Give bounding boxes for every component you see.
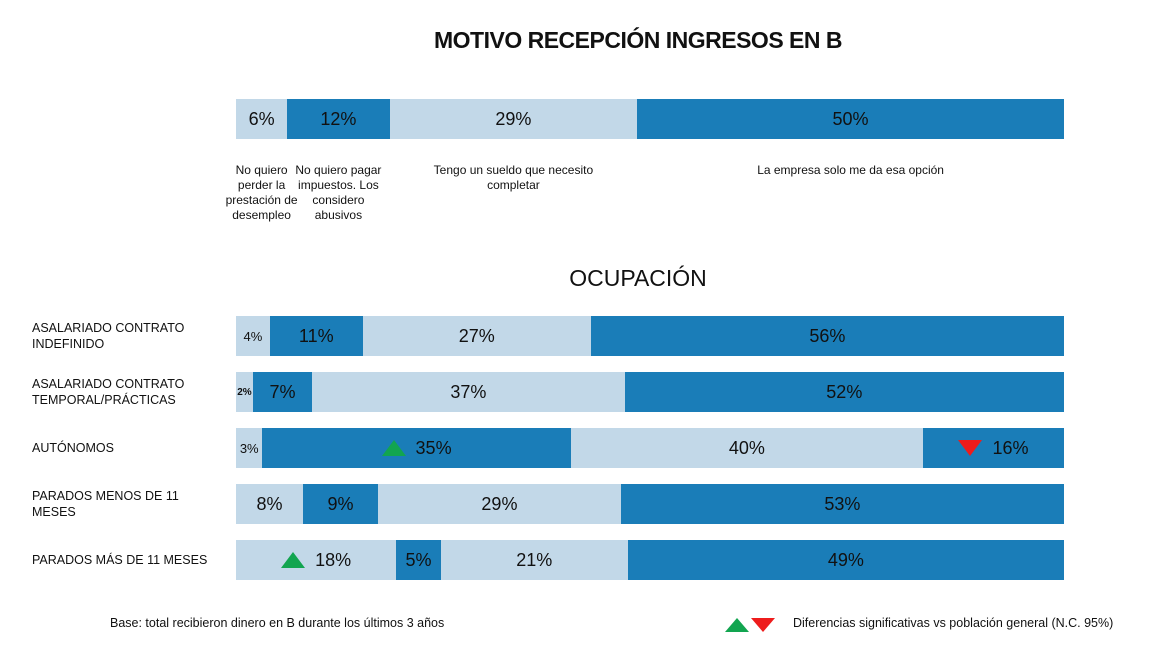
- bar-segment: 35%: [262, 428, 571, 468]
- bar-segment: 40%: [570, 428, 924, 468]
- significance-legend: Diferencias significativas vs población …: [793, 616, 1114, 630]
- arrow-up-icon: [281, 552, 306, 568]
- stacked-bar: 6% 12% 29% 50%: [236, 99, 1064, 139]
- stacked-bar: 8% 9% 29% 53%: [236, 484, 1064, 524]
- chart-title-ocupacion: OCUPACIÓN: [569, 265, 707, 291]
- stacked-bar: 3% 35% 40% 16%: [236, 428, 1064, 468]
- bar-segment: 8%: [236, 484, 303, 524]
- data-label: 49%: [827, 549, 864, 570]
- data-label: 2%: [237, 386, 252, 398]
- bar-segment: 18%: [236, 540, 397, 580]
- bar-segment: 7%: [252, 372, 313, 412]
- bar-segment: 3%: [236, 428, 263, 468]
- stacked-bar: 2% 7% 37% 52%: [236, 372, 1064, 412]
- bar-segment: 29%: [378, 484, 621, 524]
- bar-segment: 52%: [624, 372, 1064, 412]
- bar-segment: 53%: [620, 484, 1064, 524]
- data-label: 50%: [832, 108, 869, 129]
- data-label: 7%: [269, 381, 296, 402]
- arrow-up-icon: [381, 440, 406, 456]
- stacked-bar: 4% 11% 27% 56%: [236, 316, 1064, 356]
- bar-segment: 9%: [302, 484, 379, 524]
- data-label: 18%: [315, 549, 352, 570]
- data-label: 4%: [243, 328, 263, 344]
- stacked-bar: 18% 5% 21% 49%: [236, 540, 1064, 580]
- category-label: No quiero pagar impuestos. Los considero…: [295, 163, 382, 222]
- bar-segment: 27%: [362, 316, 591, 356]
- data-label: 29%: [495, 108, 532, 129]
- row-label: ASALARIADO CONTRATO INDEFINIDO: [32, 321, 185, 351]
- data-label: 3%: [239, 440, 259, 456]
- data-label: 37%: [450, 381, 487, 402]
- bar-segment: 21%: [440, 540, 628, 580]
- data-label: 16%: [992, 437, 1029, 458]
- bar-segment: 2%: [236, 372, 253, 412]
- data-label: 40%: [728, 437, 765, 458]
- bar-segment: 16%: [923, 428, 1064, 468]
- row-label: ASALARIADO CONTRATO TEMPORAL/PRÁCTICAS: [32, 377, 185, 407]
- row-label: PARADOS MENOS DE 11 MESES: [32, 489, 179, 519]
- arrow-down-icon: [958, 440, 983, 456]
- row-label: PARADOS MÁS DE 11 MESES: [32, 553, 208, 567]
- bar-segment: 50%: [637, 99, 1064, 139]
- data-label: 56%: [809, 325, 846, 346]
- base-note: Base: total recibieron dinero en B duran…: [110, 616, 445, 630]
- data-label: 53%: [824, 493, 861, 514]
- row-label: AUTÓNOMOS: [32, 441, 114, 455]
- data-label: 52%: [826, 381, 863, 402]
- data-label: 9%: [327, 493, 354, 514]
- chart-title-motivo: MOTIVO RECEPCIÓN INGRESOS EN B: [434, 27, 843, 53]
- bar-segment: 56%: [590, 316, 1064, 356]
- bar-segment: 49%: [627, 540, 1064, 580]
- bar-segment: 11%: [269, 316, 363, 356]
- data-label: 11%: [298, 325, 334, 346]
- data-label: 27%: [458, 325, 495, 346]
- category-label: No quiero perder la prestación de desemp…: [225, 163, 298, 222]
- data-label: 35%: [415, 437, 452, 458]
- legend-icons: [725, 617, 775, 636]
- bar-segment: 12%: [287, 99, 390, 139]
- bar-segment: 5%: [396, 540, 441, 580]
- bar-segment: 37%: [312, 372, 625, 412]
- data-label: 8%: [256, 493, 283, 514]
- category-label: Tengo un sueldo que necesito completar: [433, 163, 594, 192]
- data-label: 21%: [516, 549, 553, 570]
- data-label: 5%: [405, 549, 432, 570]
- data-label: 6%: [248, 108, 275, 129]
- significance-arrows-icon: [725, 618, 775, 632]
- data-label: 29%: [481, 493, 518, 514]
- data-label: 12%: [320, 108, 357, 129]
- category-label: La empresa solo me da esa opción: [757, 163, 944, 177]
- bar-segment: 4%: [236, 316, 270, 356]
- bar-segment: 29%: [389, 99, 638, 139]
- bar-segment: 6%: [236, 99, 288, 139]
